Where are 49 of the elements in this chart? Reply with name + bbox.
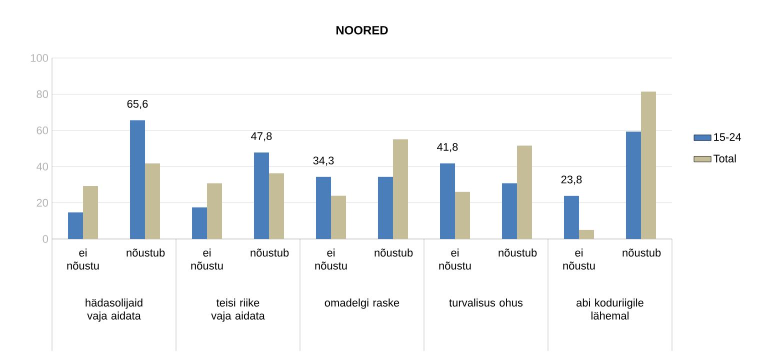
x-tick-label: ei nõustu <box>67 248 99 270</box>
bar <box>578 230 594 239</box>
bar <box>502 183 517 239</box>
bar <box>207 183 222 239</box>
x-tick-label: ei nõustu <box>439 248 471 270</box>
bar <box>455 192 470 239</box>
bar <box>517 146 532 239</box>
x-tick-label: nõustub <box>126 248 165 257</box>
x-tick-label: ei nõustu <box>315 248 347 270</box>
bar <box>192 207 208 239</box>
bar <box>83 186 98 239</box>
y-tick-label: 20 <box>36 198 48 207</box>
bar <box>316 176 332 239</box>
bar <box>626 132 641 239</box>
data-label: 65,6 <box>127 100 148 110</box>
x-tick-label: nõustub <box>250 248 289 257</box>
bar <box>378 176 394 239</box>
bar <box>254 152 270 239</box>
text: turvalisus ohus <box>449 298 523 307</box>
y-tick-label: 80 <box>36 90 48 98</box>
bar <box>130 120 146 239</box>
bar <box>269 173 284 239</box>
bar <box>440 163 455 239</box>
text: abi koduriigile lähemal <box>576 298 644 320</box>
chart-title: NOORED <box>336 26 388 34</box>
text: teisi riike vaja aidata <box>211 298 265 322</box>
data-label: 23,8 <box>561 176 582 185</box>
y-tick-label: 40 <box>36 162 48 170</box>
y-tick-label: 0 <box>42 235 48 243</box>
data-label: 41,8 <box>437 143 458 152</box>
bar <box>393 139 408 239</box>
bar <box>564 196 579 239</box>
x-tick-label: nõustub <box>374 248 413 257</box>
data-label: 47,8 <box>251 132 272 142</box>
bar <box>68 212 84 239</box>
bar <box>145 163 160 239</box>
x-tick-label: ei nõustu <box>191 248 223 270</box>
x-tick-label: ei nõustu <box>563 248 595 270</box>
text: hädasolijaid vaja aidata <box>86 298 142 322</box>
y-tick-label: 100 <box>30 54 48 62</box>
data-label: 34,3 <box>313 156 334 166</box>
bar <box>640 92 656 239</box>
bar <box>331 196 346 239</box>
legend-label: Total <box>714 154 736 162</box>
y-tick-label: 60 <box>36 126 48 134</box>
x-tick-label: nõustub <box>622 248 661 257</box>
x-tick-label: nõustub <box>498 248 537 257</box>
legend-label: 15-24 <box>714 133 742 141</box>
text: omadelgi raske <box>324 298 400 309</box>
